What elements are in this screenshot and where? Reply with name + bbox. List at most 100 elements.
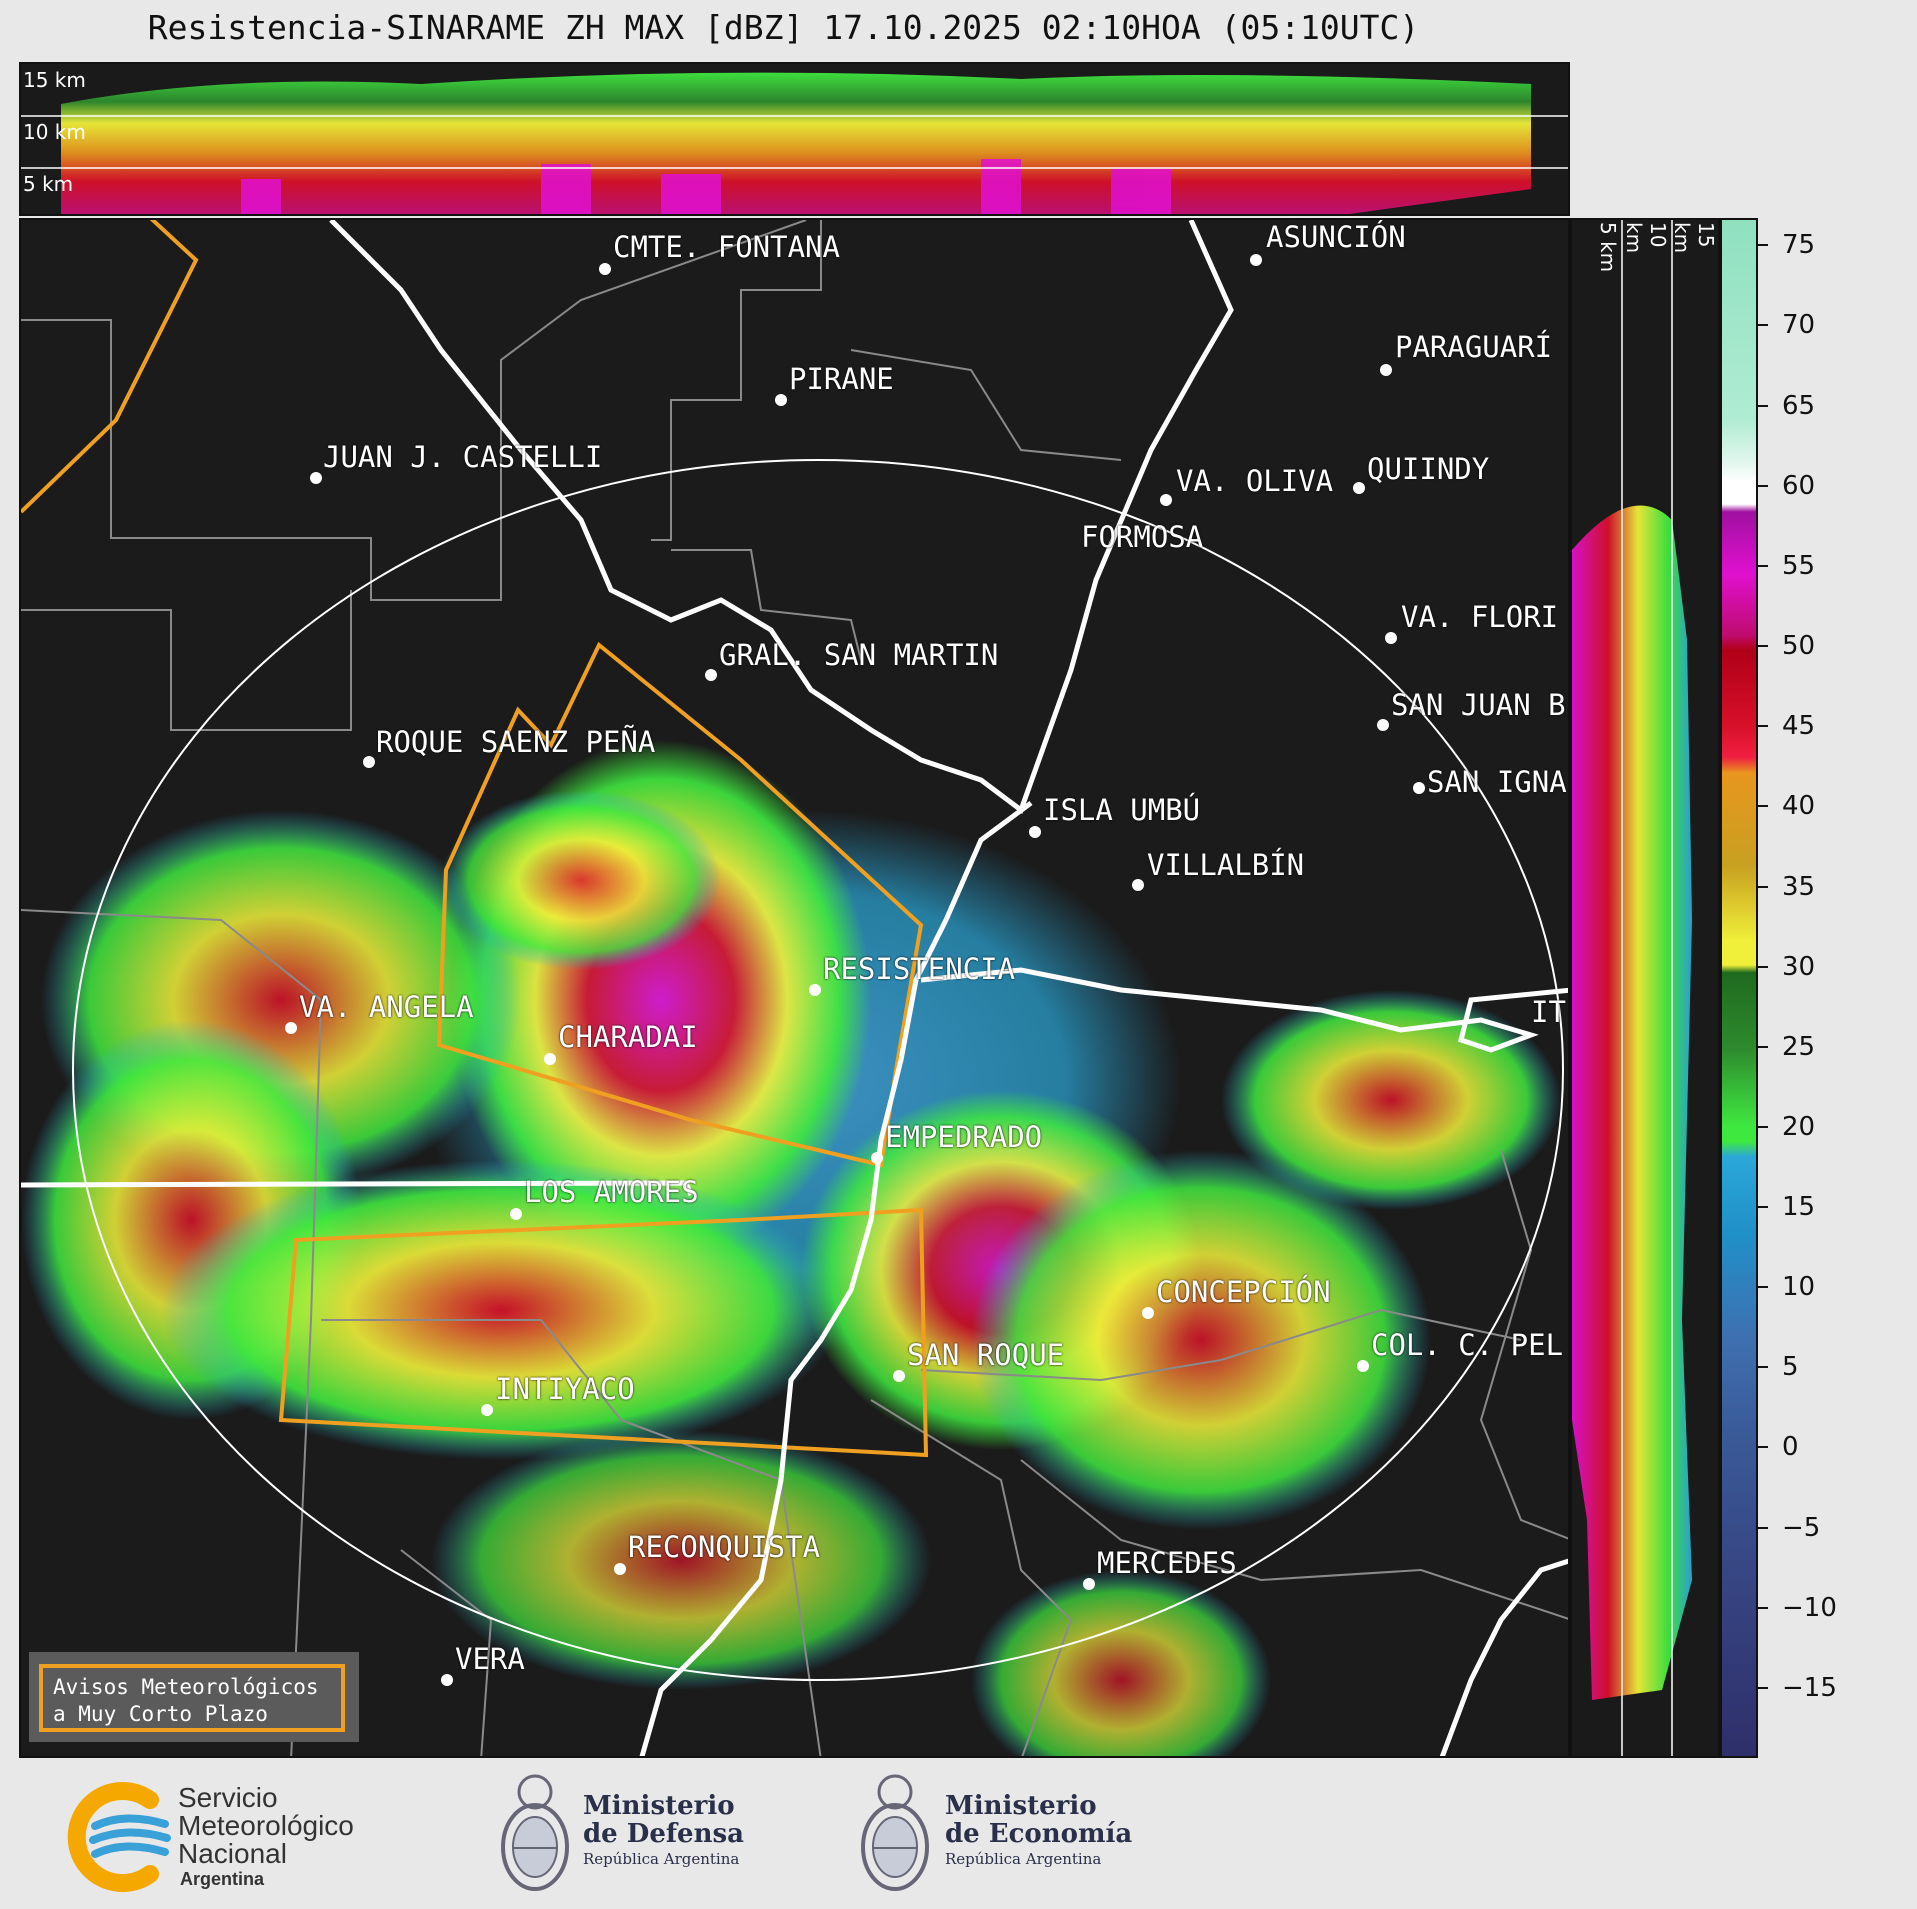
- city-dot: [599, 263, 611, 275]
- colorbar-tick: [1758, 244, 1768, 246]
- colorbar-label: 5: [1782, 1352, 1799, 1382]
- city-dot: [705, 669, 717, 681]
- colorbar-tick: [1758, 1527, 1768, 1529]
- colorbar-tick: [1758, 1046, 1768, 1048]
- city-dot: [1377, 719, 1389, 731]
- colorbar-tick: [1758, 405, 1768, 407]
- km-label-5-vertical: 5 km: [1596, 222, 1620, 273]
- smn-line4: Argentina: [180, 1869, 265, 1889]
- city-intiyaco: INTIYACO: [495, 1372, 635, 1406]
- colorbar-tick: [1758, 1286, 1768, 1288]
- avisos-line2: a Muy Corto Plazo: [53, 1702, 268, 1726]
- city-dot: [1385, 632, 1397, 644]
- city-villalbin: VILLALBÍN: [1147, 848, 1305, 882]
- city-san-igna: SAN IGNA: [1427, 765, 1567, 799]
- colorbar-label: 45: [1782, 711, 1816, 741]
- radar-map[interactable]: CMTE. FONTANA ASUNCIÓN PARAGUARÍ PIRANE …: [19, 218, 1570, 1758]
- coat-of-arms-icon: [501, 1774, 569, 1891]
- rivers: [21, 220, 1568, 1756]
- colorbar-tick: [1758, 725, 1768, 727]
- city-dot: [614, 1563, 626, 1575]
- precipitation-echoes: [21, 740, 1561, 1756]
- right-cross-section: 5 km 10 km 15 km: [1570, 218, 1720, 1758]
- colorbar-label: 50: [1782, 631, 1816, 661]
- coat-of-arms-icon: [861, 1774, 929, 1891]
- city-isla-umbu: ISLA UMBÚ: [1043, 793, 1201, 827]
- city-roque-saenz-pena: ROQUE SAENZ PEÑA: [376, 725, 656, 759]
- avisos-box[interactable]: Avisos Meteorológicos a Muy Corto Plazo: [29, 1652, 359, 1742]
- city-los-amores: LOS AMORES: [524, 1175, 699, 1209]
- city-quiindy: QUIINDY: [1367, 452, 1490, 486]
- city-dot: [1160, 494, 1172, 506]
- smn-line2: Meteorológico: [178, 1810, 354, 1841]
- city-san-juan-b: SAN JUAN B: [1391, 688, 1566, 722]
- economia-name: Ministerio de Economía República Argenti…: [945, 1792, 1132, 1870]
- city-dot: [871, 1152, 883, 1164]
- city-dot: [1357, 1360, 1369, 1372]
- colorbar-tick: [1758, 1687, 1768, 1689]
- colorbar-tick: [1758, 966, 1768, 968]
- colorbar-label: 10: [1782, 1272, 1816, 1302]
- avisos-label: Avisos Meteorológicos a Muy Corto Plazo: [39, 1664, 345, 1732]
- km-label-15-vertical: 15 km: [1670, 222, 1718, 254]
- km-label-10: 10 km: [23, 120, 86, 144]
- city-dot: [1353, 482, 1365, 494]
- city-vera: VERA: [455, 1642, 525, 1676]
- economia-line3: República Argentina: [945, 1850, 1102, 1868]
- colorbar-tick: [1758, 1446, 1768, 1448]
- city-dot: [1250, 254, 1262, 266]
- range-ring: [72, 459, 1564, 1681]
- city-formosa: FORMOSA: [1081, 520, 1204, 554]
- smn-line1: Servicio: [178, 1782, 278, 1813]
- top-cross-section: 15 km 10 km 5 km: [19, 62, 1570, 216]
- colorbar-label: 0: [1782, 1432, 1799, 1462]
- colorbar: [1720, 218, 1758, 1758]
- colorbar-label: 60: [1782, 471, 1816, 501]
- colorbar-label: −10: [1782, 1593, 1837, 1623]
- defensa-line1: Ministerio: [583, 1791, 735, 1821]
- city-it: IT: [1531, 995, 1566, 1029]
- colorbar-tick: [1758, 1206, 1768, 1208]
- boundaries: [21, 220, 1568, 1756]
- defensa-line3: República Argentina: [583, 1850, 740, 1868]
- city-dot: [544, 1053, 556, 1065]
- colorbar-tick: [1758, 565, 1768, 567]
- km-label-10-vertical: 10 km: [1622, 222, 1670, 254]
- city-gral-san-martin: GRAL. SAN MARTIN: [719, 638, 999, 672]
- city-reconquista: RECONQUISTA: [628, 1530, 821, 1564]
- smn-name: Servicio Meteorológico Nacional Argentin…: [178, 1784, 354, 1890]
- km-label-15: 15 km: [23, 68, 86, 92]
- city-resistencia: RESISTENCIA: [823, 952, 1016, 986]
- city-dot: [310, 472, 322, 484]
- colorbar-label: 30: [1782, 952, 1816, 982]
- city-empedrado: EMPEDRADO: [885, 1120, 1043, 1154]
- city-san-roque: SAN ROQUE: [907, 1338, 1065, 1372]
- colorbar-label: 35: [1782, 872, 1816, 902]
- city-cmte-fontana: CMTE. FONTANA: [613, 230, 840, 264]
- city-dot: [1029, 826, 1041, 838]
- city-dot: [481, 1404, 493, 1416]
- footer: Servicio Meteorológico Nacional Argentin…: [0, 1760, 1917, 1909]
- colorbar-tick: [1758, 1607, 1768, 1609]
- city-paraguari: PARAGUARÍ: [1395, 330, 1553, 364]
- defensa-name: Ministerio de Defensa República Argentin…: [583, 1792, 744, 1870]
- city-mercedes: MERCEDES: [1097, 1546, 1237, 1580]
- colorbar-label: 25: [1782, 1032, 1816, 1062]
- city-dot: [1380, 364, 1392, 376]
- colorbar-label: 55: [1782, 551, 1816, 581]
- city-dot: [1413, 782, 1425, 794]
- economia-line2: de Economía: [945, 1819, 1133, 1849]
- city-dot: [809, 984, 821, 996]
- colorbar-label: 65: [1782, 391, 1816, 421]
- city-dot: [775, 394, 787, 406]
- city-juan-j-castelli: JUAN J. CASTELLI: [323, 440, 603, 474]
- city-dot: [893, 1370, 905, 1382]
- city-dot: [441, 1674, 453, 1686]
- city-charadai: CHARADAI: [558, 1020, 698, 1054]
- colorbar-tick: [1758, 1126, 1768, 1128]
- city-concepcion: CONCEPCIÓN: [1156, 1275, 1331, 1309]
- colorbar-label: −15: [1782, 1673, 1837, 1703]
- city-va-oliva: VA. OLIVA: [1176, 464, 1334, 498]
- colorbar-label: 75: [1782, 230, 1816, 260]
- colorbar-tick: [1758, 645, 1768, 647]
